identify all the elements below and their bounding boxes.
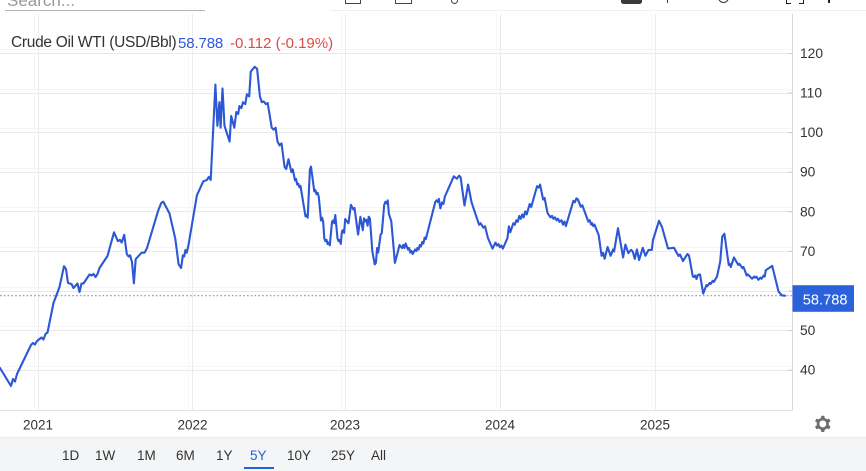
svg-text:100: 100 <box>800 125 823 140</box>
svg-text:120: 120 <box>800 46 823 61</box>
svg-text:2021: 2021 <box>23 418 53 433</box>
svg-text:2022: 2022 <box>177 418 207 433</box>
svg-text:70: 70 <box>800 244 816 259</box>
svg-text:2025: 2025 <box>640 418 670 433</box>
svg-text:90: 90 <box>800 165 816 180</box>
svg-text:110: 110 <box>800 86 822 101</box>
svg-text:50: 50 <box>800 323 816 338</box>
svg-text:2023: 2023 <box>330 418 360 433</box>
svg-text:2024: 2024 <box>485 418 516 433</box>
svg-text:58.788: 58.788 <box>803 293 848 309</box>
svg-text:80: 80 <box>800 204 816 219</box>
svg-text:40: 40 <box>800 363 816 378</box>
